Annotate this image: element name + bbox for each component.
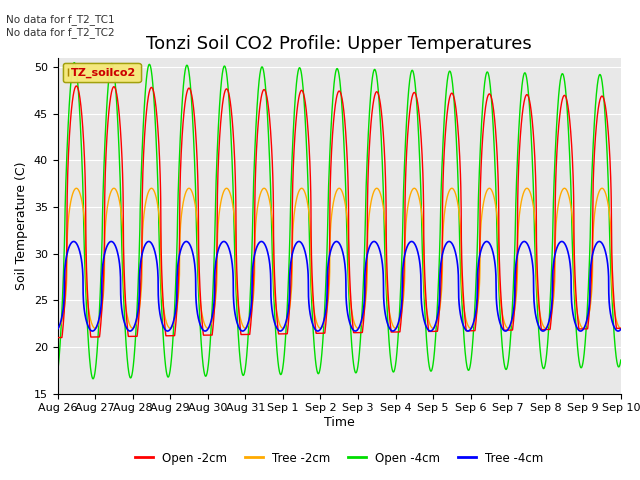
Title: Tonzi Soil CO2 Profile: Upper Temperatures: Tonzi Soil CO2 Profile: Upper Temperatur… <box>147 35 532 53</box>
Y-axis label: Soil Temperature (C): Soil Temperature (C) <box>15 161 28 290</box>
Legend: Open -2cm, Tree -2cm, Open -4cm, Tree -4cm: Open -2cm, Tree -2cm, Open -4cm, Tree -4… <box>131 447 548 469</box>
X-axis label: Time: Time <box>324 416 355 429</box>
Legend: TZ_soilco2: TZ_soilco2 <box>63 63 141 82</box>
Text: No data for f_T2_TC1
No data for f_T2_TC2: No data for f_T2_TC1 No data for f_T2_TC… <box>6 14 115 38</box>
